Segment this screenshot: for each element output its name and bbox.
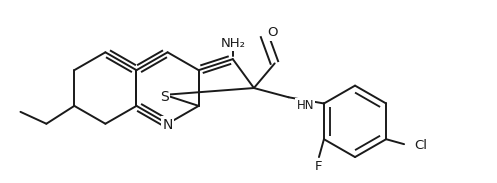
Text: NH₂: NH₂ <box>220 37 246 50</box>
Text: O: O <box>267 26 277 39</box>
Text: S: S <box>160 90 169 104</box>
Text: Cl: Cl <box>414 139 427 152</box>
Text: N: N <box>163 118 173 132</box>
Text: F: F <box>315 160 323 173</box>
Text: HN: HN <box>297 99 314 112</box>
